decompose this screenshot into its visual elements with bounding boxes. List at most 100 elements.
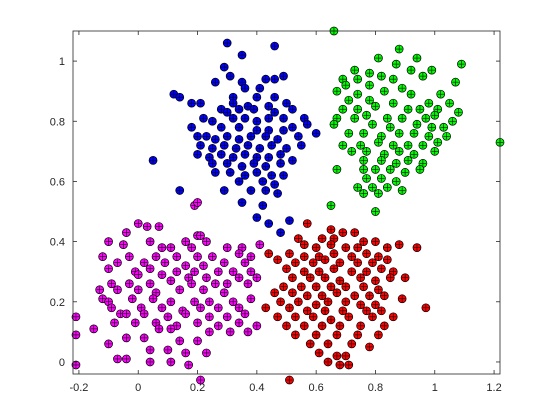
data-point: [344, 312, 354, 322]
data-point: [264, 153, 274, 162]
x-tick-label: 0.4: [249, 382, 264, 394]
data-point: [391, 177, 401, 186]
data-point: [113, 354, 122, 364]
data-point: [382, 113, 392, 123]
data-point: [317, 321, 327, 331]
x-tick-label: 0.6: [309, 382, 324, 394]
data-point: [145, 264, 155, 274]
data-point: [202, 348, 211, 358]
data-point: [252, 92, 262, 102]
data-point: [371, 165, 380, 174]
data-point: [154, 222, 164, 231]
data-point: [294, 131, 303, 141]
data-point: [415, 104, 425, 114]
data-point: [261, 303, 271, 313]
data-point: [430, 110, 440, 120]
data-point: [353, 89, 363, 99]
data-point: [359, 128, 368, 138]
data-point: [311, 282, 321, 292]
data-point: [291, 312, 300, 322]
data-point: [181, 309, 191, 319]
data-point: [273, 189, 282, 198]
data-point: [196, 375, 205, 385]
data-point: [219, 186, 229, 195]
data-point: [365, 68, 374, 78]
data-point: [359, 237, 368, 246]
data-point: [89, 324, 99, 334]
data-point: [264, 113, 274, 123]
data-point: [228, 98, 238, 108]
data-point: [424, 131, 434, 141]
data-point: [261, 162, 271, 171]
data-point: [145, 357, 155, 367]
data-point: [412, 119, 422, 129]
data-point: [299, 240, 309, 249]
data-point: [338, 306, 348, 316]
data-point: [246, 252, 256, 262]
data-point: [335, 360, 345, 370]
data-point: [196, 231, 205, 240]
data-point: [234, 177, 244, 186]
data-point: [332, 165, 342, 174]
data-point: [362, 267, 371, 277]
data-point: [71, 312, 81, 322]
data-point: [377, 306, 386, 316]
data-point: [202, 131, 211, 141]
data-point: [394, 240, 404, 249]
y-tick-label: 0.4: [50, 237, 65, 249]
data-point: [445, 98, 454, 108]
data-point: [377, 71, 386, 81]
data-point: [181, 237, 191, 246]
data-point: [282, 98, 291, 108]
data-point: [365, 342, 374, 352]
data-point: [338, 228, 348, 237]
data-point: [374, 53, 383, 63]
data-point: [382, 255, 392, 265]
data-point: [356, 300, 365, 310]
data-point: [276, 159, 285, 168]
data-point: [166, 324, 176, 334]
data-point: [332, 330, 342, 340]
data-point: [371, 101, 380, 111]
data-point: [196, 140, 205, 150]
data-point: [246, 294, 256, 304]
data-point: [270, 92, 279, 102]
data-point: [148, 156, 158, 165]
data-point: [279, 125, 288, 135]
data-point: [222, 243, 232, 252]
data-point: [181, 348, 191, 358]
data-point: [285, 216, 294, 225]
data-point: [397, 186, 407, 195]
data-point: [332, 86, 342, 96]
data-point: [258, 177, 268, 186]
data-point: [163, 312, 173, 322]
data-point: [193, 252, 202, 262]
data-point: [240, 150, 250, 159]
data-point: [288, 156, 297, 165]
data-point: [240, 309, 250, 319]
data-point: [279, 113, 288, 123]
data-point: [252, 168, 262, 177]
data-point: [282, 143, 291, 153]
data-point: [139, 333, 149, 343]
data-point: [190, 297, 199, 307]
data-point: [338, 140, 348, 150]
data-point: [255, 240, 265, 249]
data-point: [234, 273, 244, 283]
data-point: [282, 321, 291, 331]
data-point: [255, 143, 265, 153]
data-point: [273, 312, 282, 322]
data-point: [394, 147, 404, 156]
data-point: [98, 252, 108, 262]
data-point: [374, 330, 383, 340]
data-point: [193, 131, 202, 141]
data-point: [113, 285, 122, 295]
data-point: [205, 327, 214, 337]
data-point: [356, 321, 365, 331]
data-point: [332, 288, 342, 298]
data-point: [228, 267, 238, 277]
data-point: [323, 339, 333, 349]
data-point: [311, 128, 321, 138]
data-point: [356, 140, 365, 150]
data-point: [457, 59, 466, 69]
